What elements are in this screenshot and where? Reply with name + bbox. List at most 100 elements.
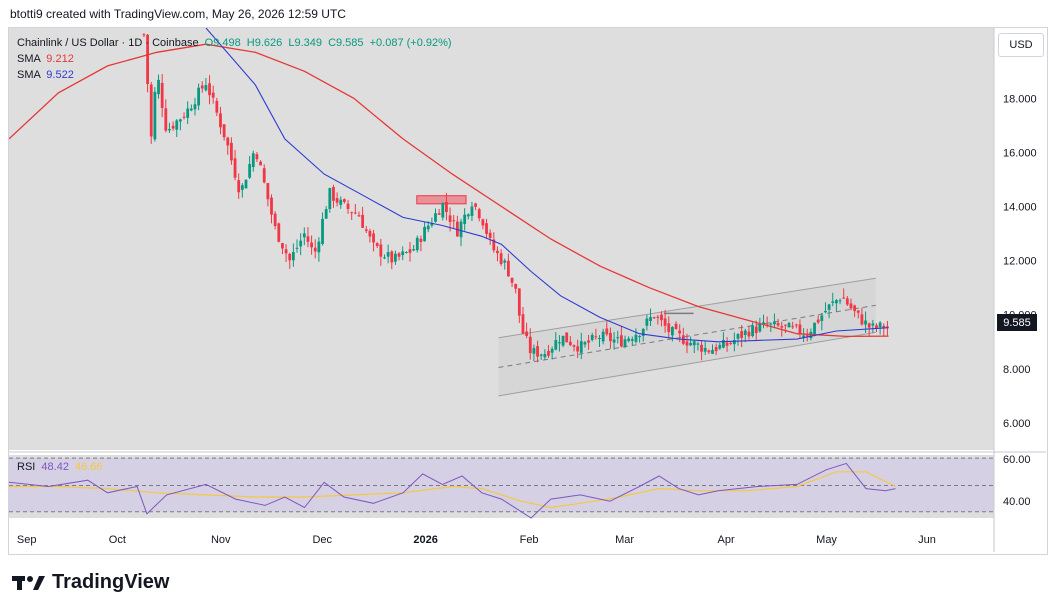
candle-body xyxy=(237,180,241,193)
candle-body xyxy=(532,348,536,354)
candle-body xyxy=(794,324,798,326)
price-pane-bg xyxy=(9,28,994,450)
chart-legend: Chainlink / US Dollar · 1D · Coinbase O9… xyxy=(17,35,452,83)
candle-body xyxy=(820,315,824,321)
candle-body xyxy=(375,243,379,247)
candle-body xyxy=(353,212,357,214)
ohlc-high: H9.626 xyxy=(246,37,283,49)
candle-body xyxy=(186,108,190,118)
ohlc-close: C9.585 xyxy=(328,37,364,49)
candle-body xyxy=(386,252,390,257)
candle-body xyxy=(692,341,696,346)
candle-body xyxy=(244,179,248,189)
sma-slow-line xyxy=(205,28,889,343)
currency-button[interactable]: USD xyxy=(998,33,1044,57)
candle-body xyxy=(835,300,838,304)
candle-body xyxy=(638,335,641,338)
rsi-label[interactable]: RSI xyxy=(17,461,36,473)
candle-body xyxy=(321,218,324,244)
candle-body xyxy=(251,153,255,168)
tradingview-logo[interactable]: TradingView xyxy=(12,571,169,594)
candle-body xyxy=(273,213,277,226)
candle-body xyxy=(856,310,860,313)
time-tick-label: Sep xyxy=(17,534,37,546)
rsi-line xyxy=(8,462,896,519)
candle-body xyxy=(499,253,503,265)
candle-body xyxy=(408,249,412,253)
candle-body xyxy=(871,323,875,326)
candle-body xyxy=(802,335,805,338)
candle-body xyxy=(743,330,747,335)
candle-body xyxy=(379,244,383,257)
price-tick-label: 18.000 xyxy=(1003,93,1037,105)
candle-body xyxy=(350,212,354,214)
candle-body xyxy=(842,297,846,299)
candle-body xyxy=(211,92,215,98)
candle-body xyxy=(459,221,463,238)
candle-body xyxy=(736,334,740,339)
candle-body xyxy=(878,322,882,328)
rsi-legend: RSI 48.42 46.66 xyxy=(17,461,103,473)
candle-body xyxy=(208,83,211,96)
candle-body xyxy=(627,338,631,341)
attribution-text: btotti9 created with TradingView.com, Ma… xyxy=(10,7,346,21)
candle-body xyxy=(383,257,386,259)
candle-body xyxy=(598,338,601,340)
candle-body xyxy=(215,100,219,113)
time-tick-label: Mar xyxy=(615,534,634,546)
candle-body xyxy=(230,142,233,161)
candle-body xyxy=(805,335,809,337)
candle-body xyxy=(583,342,587,345)
candle-body xyxy=(149,84,153,137)
candle-body xyxy=(601,331,605,342)
candle-body xyxy=(652,317,656,319)
candle-body xyxy=(751,325,754,336)
candle-body xyxy=(503,260,507,263)
candle-body xyxy=(419,238,423,242)
candle-body xyxy=(448,215,452,222)
candle-body xyxy=(656,316,660,318)
candle-body xyxy=(219,113,222,128)
candle-body xyxy=(619,335,623,347)
time-axis-bg xyxy=(9,518,994,552)
candle-body xyxy=(838,300,842,302)
ohlc-low: L9.349 xyxy=(288,37,322,49)
candle-body xyxy=(718,344,722,349)
sma-fast-label[interactable]: SMA xyxy=(17,53,41,65)
tradingview-logo-icon xyxy=(12,575,45,590)
channel-lower-line xyxy=(498,331,876,397)
candle-body xyxy=(776,323,780,326)
candle-body xyxy=(747,331,751,337)
candle-body xyxy=(368,230,372,237)
candle-body xyxy=(670,327,674,336)
rsi-tick-label: 40.00 xyxy=(1003,496,1031,508)
candle-body xyxy=(864,320,867,325)
candle-body xyxy=(667,323,671,333)
candle-body xyxy=(824,310,827,313)
candle-body xyxy=(317,241,321,253)
candle-body xyxy=(696,343,700,345)
candle-body xyxy=(164,108,168,131)
candle-body xyxy=(813,322,816,335)
candle-body xyxy=(831,301,835,303)
candle-body xyxy=(700,344,703,352)
candle-body xyxy=(780,326,784,328)
price-tick-label: 12.000 xyxy=(1003,256,1037,268)
candle-body xyxy=(452,220,456,222)
candle-body xyxy=(171,125,175,129)
time-tick-label: Oct xyxy=(109,534,126,546)
candle-body xyxy=(725,342,729,346)
candle-body xyxy=(404,252,408,254)
candle-body xyxy=(281,243,284,249)
candle-body xyxy=(390,251,394,263)
time-tick-label: 2026 xyxy=(413,534,437,546)
candle-body xyxy=(660,314,663,321)
time-tick-label: Dec xyxy=(312,534,332,546)
symbol-label[interactable]: Chainlink / US Dollar · 1D · Coinbase xyxy=(17,37,199,49)
candle-body xyxy=(357,215,361,217)
candle-body xyxy=(510,277,514,283)
candle-body xyxy=(685,341,689,346)
sma-slow-label[interactable]: SMA xyxy=(17,69,41,81)
candle-body xyxy=(445,201,448,213)
